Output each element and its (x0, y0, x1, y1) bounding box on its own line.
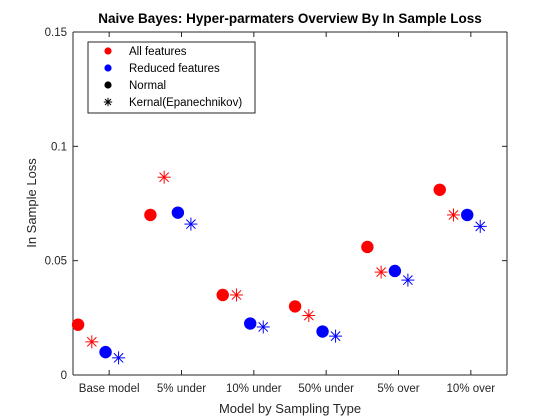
data-point-star (329, 329, 343, 343)
data-point-star (374, 265, 388, 279)
legend-marker-circle (104, 47, 112, 55)
x-tick-label: 5% under (157, 383, 206, 395)
data-point-circle (216, 288, 229, 302)
x-tick-label: 5% over (377, 383, 419, 395)
data-point-star (85, 335, 99, 349)
data-point-star (184, 217, 198, 231)
y-tick-label: 0 (61, 370, 67, 382)
x-tick-label: Base model (79, 383, 140, 395)
data-point-circle (461, 208, 474, 222)
y-tick-label: 0.1 (51, 141, 67, 153)
legend-label: Reduced features (129, 63, 220, 75)
data-point-star (256, 320, 270, 334)
legend-marker-circle (104, 81, 112, 89)
legend: All features Reduced features Normal Kernal… (87, 41, 256, 114)
legend-label: All features (129, 46, 187, 58)
data-point-circle (144, 208, 157, 222)
data-point-circle (71, 318, 85, 331)
data-point-star (401, 273, 415, 287)
y-axis-label: In Sample Loss (24, 158, 39, 248)
data-point-star (446, 208, 460, 222)
data-point-circle (316, 325, 329, 338)
data-point-circle (361, 240, 374, 254)
data-point-star (302, 309, 316, 323)
legend-marker-circle (104, 64, 112, 72)
legend-box (87, 41, 256, 114)
data-point-star (112, 351, 126, 365)
data-point-star (157, 170, 171, 184)
legend-label: Kernal(Epanechnikov) (129, 97, 242, 109)
x-axis-label: Model by Sampling Type (219, 401, 361, 416)
y-tick-label: 0.05 (45, 256, 67, 268)
legend-marker-star (103, 97, 113, 107)
data-point-star (229, 288, 243, 302)
data-marks (71, 170, 487, 365)
x-tick-label: 50% under (298, 383, 354, 395)
x-tick-label: 10% over (447, 383, 496, 395)
axes: 0 0.05 0.1 0.15 Base model 5% under 10% under 5… (45, 27, 508, 395)
data-point-circle (288, 300, 302, 313)
x-tick-label: 10% under (226, 383, 282, 395)
chart-title: Naive Bayes: Hyper-parmaters Overview By… (98, 11, 481, 26)
data-point-star (473, 219, 487, 233)
y-tick-label: 0.15 (45, 27, 67, 39)
data-point-circle (388, 264, 402, 278)
data-point-circle (244, 317, 257, 330)
data-point-circle (99, 345, 112, 359)
legend-label: Normal (129, 80, 166, 92)
data-point-circle (171, 206, 185, 219)
data-point-circle (433, 183, 446, 196)
